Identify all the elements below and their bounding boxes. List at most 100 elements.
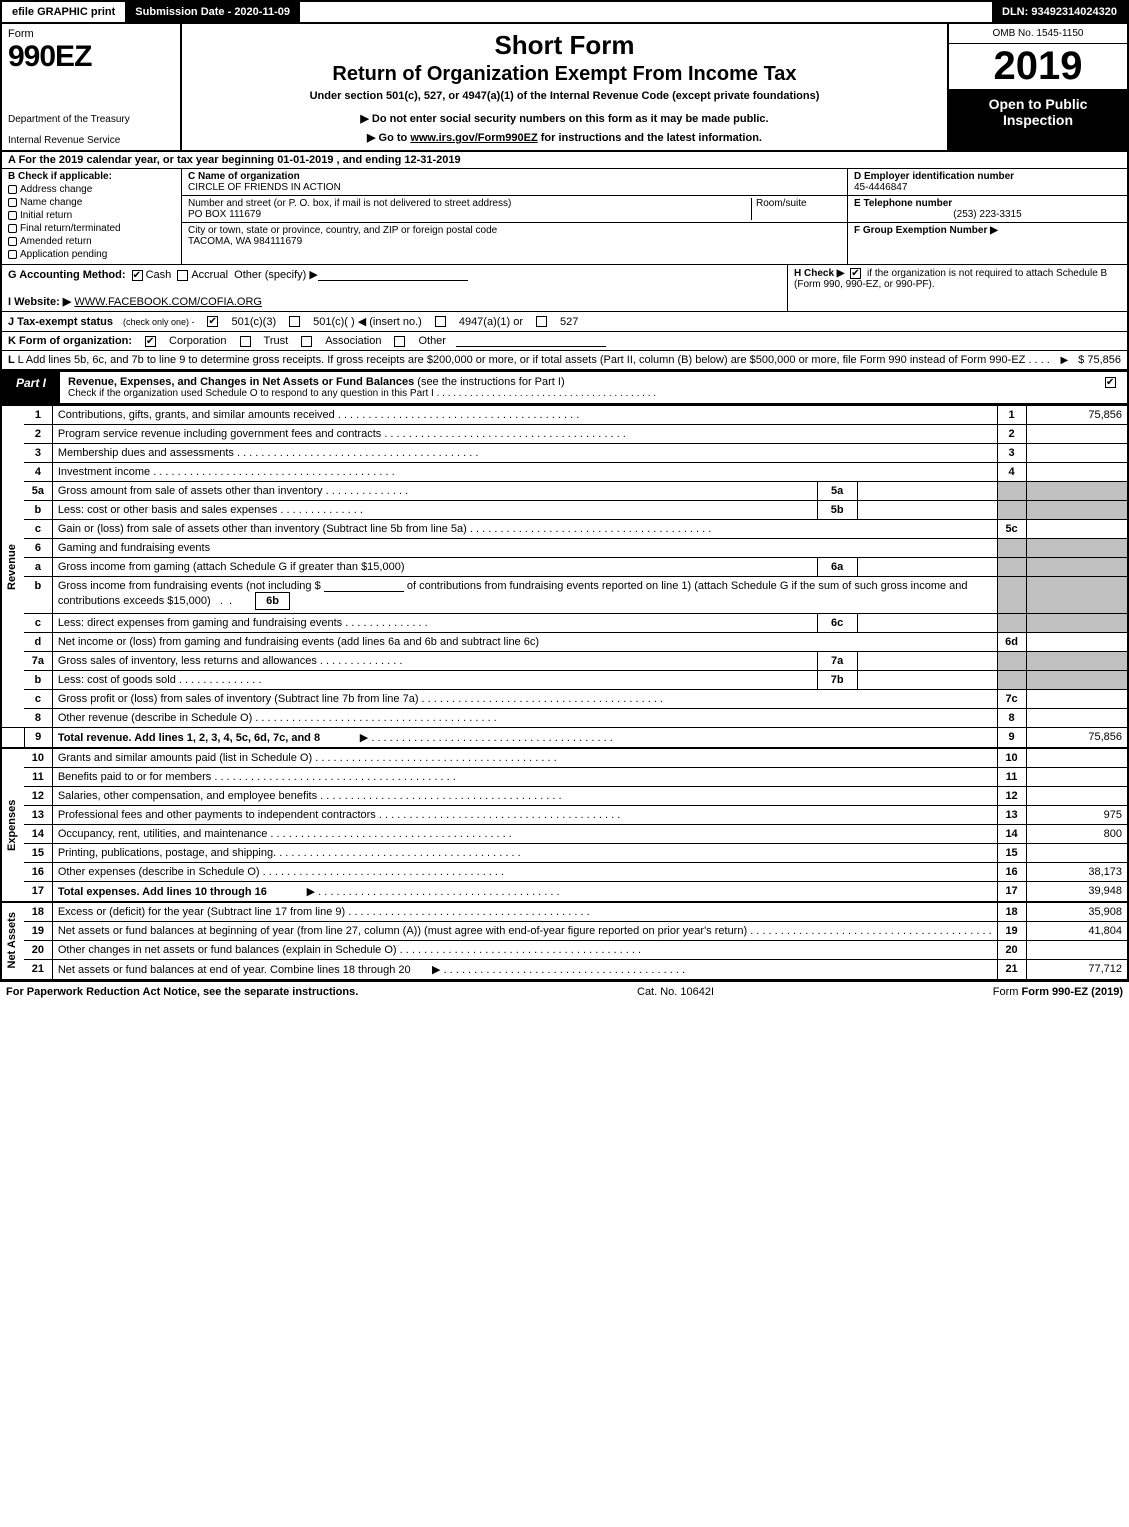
line-rnum: 9 [997, 728, 1026, 749]
chk-label: Application pending [20, 249, 107, 260]
lbl-4947: 4947(a)(1) or [459, 316, 523, 328]
part-i-header: Part I Revenue, Expenses, and Changes in… [0, 371, 1129, 405]
line-val: 41,804 [1026, 922, 1128, 941]
chk-name-change[interactable]: Name change [8, 197, 175, 208]
table-row: c Gain or (loss) from sale of assets oth… [1, 520, 1128, 539]
header-left: Form 990EZ Department of the Treasury In… [2, 24, 182, 150]
line-val-gray [1026, 539, 1128, 558]
chk-other-org[interactable] [394, 336, 405, 347]
line-desc: Net assets or fund balances at end of ye… [52, 960, 997, 980]
k-label: K Form of organization: [8, 335, 132, 347]
org-name: CIRCLE OF FRIENDS IN ACTION [188, 182, 341, 193]
footer-left: For Paperwork Reduction Act Notice, see … [6, 986, 358, 998]
line-val: 975 [1026, 806, 1128, 825]
line-num: 20 [24, 941, 52, 960]
line-num: d [24, 633, 52, 652]
chk-address-change[interactable]: Address change [8, 184, 175, 195]
line-rnum: 10 [997, 748, 1026, 768]
footer-right-bold: Form 990-EZ (2019) [1022, 986, 1123, 998]
line-rnum: 13 [997, 806, 1026, 825]
line-desc: Other revenue (describe in Schedule O) [52, 709, 997, 728]
chk-527[interactable] [536, 316, 547, 327]
header-right: OMB No. 1545-1150 2019 Open to Public In… [947, 24, 1127, 150]
omb-number: OMB No. 1545-1150 [949, 24, 1127, 44]
line-val [1026, 690, 1128, 709]
goto-link[interactable]: www.irs.gov/Form990EZ [410, 132, 537, 144]
chk-label: Name change [20, 197, 82, 208]
line-num: 11 [24, 768, 52, 787]
line-val [1026, 463, 1128, 482]
line-subnum: 7a [817, 652, 857, 671]
chk-h[interactable] [850, 268, 861, 279]
line-num: 12 [24, 787, 52, 806]
line-desc: Grants and similar amounts paid (list in… [52, 748, 997, 768]
form-header: Form 990EZ Department of the Treasury In… [0, 24, 1129, 152]
l6b-input[interactable] [324, 580, 404, 592]
row-g: G Accounting Method: Cash Accrual Other … [2, 265, 787, 311]
col-de: D Employer identification number 45-4446… [847, 169, 1127, 264]
line-val [1026, 425, 1128, 444]
line-desc: Program service revenue including govern… [52, 425, 997, 444]
goto-pre: ▶ Go to [367, 132, 410, 144]
chk-cash[interactable] [132, 270, 143, 281]
section-netassets: Net Assets [1, 902, 24, 980]
tel-row: E Telephone number (253) 223-3315 [848, 196, 1127, 223]
chk-initial-return[interactable]: Initial return [8, 210, 175, 221]
chk-4947[interactable] [435, 316, 446, 327]
chk-schedule-o[interactable] [1105, 377, 1116, 388]
line-val: 75,856 [1026, 728, 1128, 749]
chk-application-pending[interactable]: Application pending [8, 249, 175, 260]
chk-trust[interactable] [240, 336, 251, 347]
chk-corp[interactable] [145, 336, 156, 347]
line-num: 8 [24, 709, 52, 728]
other-input[interactable] [318, 269, 468, 281]
line-desc: Occupancy, rent, utilities, and maintena… [52, 825, 997, 844]
table-row: 15 Printing, publications, postage, and … [1, 844, 1128, 863]
chk-501c3[interactable] [207, 316, 218, 327]
chk-assoc[interactable] [301, 336, 312, 347]
line-val [1026, 444, 1128, 463]
row-k: K Form of organization: Corporation Trus… [0, 332, 1129, 351]
do-not-enter: ▶ Do not enter social security numbers o… [188, 112, 941, 125]
row-h: H Check ▶ if the organization is not req… [787, 265, 1127, 311]
line-rnum-gray [997, 671, 1026, 690]
line-rnum: 15 [997, 844, 1026, 863]
under-section: Under section 501(c), 527, or 4947(a)(1)… [188, 90, 941, 102]
dept-treasury: Department of the Treasury [8, 114, 174, 125]
line-desc: Membership dues and assessments [52, 444, 997, 463]
line-num: a [24, 558, 52, 577]
line-rnum: 3 [997, 444, 1026, 463]
line-subnum: 7b [817, 671, 857, 690]
efile-print[interactable]: efile GRAPHIC print [2, 2, 125, 22]
line-6b-desc: Gross income from fundraising events (no… [52, 577, 997, 614]
line-desc: Printing, publications, postage, and shi… [52, 844, 997, 863]
section-revenue: Revenue [1, 406, 24, 728]
gh-row: G Accounting Method: Cash Accrual Other … [0, 265, 1129, 312]
line-rnum: 11 [997, 768, 1026, 787]
website[interactable]: WWW.FACEBOOK.COM/COFIA.ORG [74, 296, 262, 308]
page-footer: For Paperwork Reduction Act Notice, see … [0, 980, 1129, 1002]
part-i-checkbox-cell [1094, 372, 1127, 403]
table-row: b Gross income from fundraising events (… [1, 577, 1128, 614]
line-subnum: 6a [817, 558, 857, 577]
row-j: J Tax-exempt status (check only one) - 5… [0, 312, 1129, 332]
chk-amended-return[interactable]: Amended return [8, 236, 175, 247]
line-desc: Gain or (loss) from sale of assets other… [52, 520, 997, 539]
line-num: 3 [24, 444, 52, 463]
other-org-input[interactable] [456, 335, 606, 347]
line-num: 2 [24, 425, 52, 444]
chk-accrual[interactable] [177, 270, 188, 281]
line-num: 10 [24, 748, 52, 768]
chk-501c[interactable] [289, 316, 300, 327]
chk-final-return[interactable]: Final return/terminated [8, 223, 175, 234]
l-text: L Add lines 5b, 6c, and 7b to line 9 to … [18, 354, 1026, 366]
table-row: b Less: cost of goods sold 7b [1, 671, 1128, 690]
line-val [1026, 787, 1128, 806]
g-label: G Accounting Method: [8, 269, 126, 281]
line-rnum: 1 [997, 406, 1026, 425]
line-rnum: 5c [997, 520, 1026, 539]
line-val-gray [1026, 652, 1128, 671]
tel-label: E Telephone number [854, 198, 952, 209]
org-addr-label: Number and street (or P. O. box, if mail… [188, 198, 511, 209]
table-row: 7a Gross sales of inventory, less return… [1, 652, 1128, 671]
